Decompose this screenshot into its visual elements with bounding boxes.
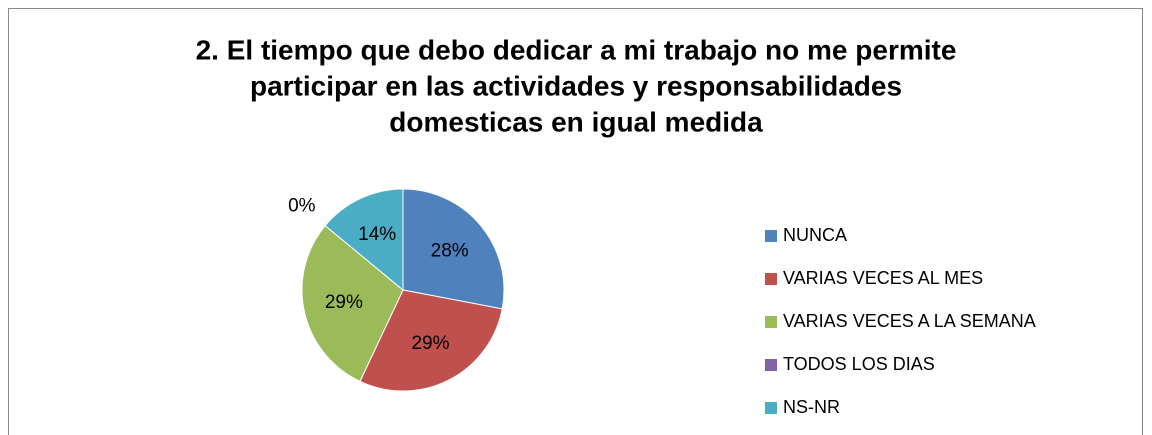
data-label: 28% [431,240,469,261]
legend-swatch [765,273,777,285]
pie-slice [402,188,505,310]
legend-label: NS-NR [783,397,840,417]
data-label: 0% [288,195,316,216]
legend-label: NUNCA [783,225,847,245]
chart-frame [8,8,1143,435]
legend-label: TODOS LOS DIAS [783,354,935,374]
data-label: 29% [411,333,449,354]
pie-slice [324,188,404,292]
chart-title: domesticas en igual medida [389,106,763,137]
legend-label: VARIAS VECES AL MES [783,268,983,288]
chart-title: 2. El tiempo que debo dedicar a mi traba… [196,34,957,65]
pie-slice [359,289,503,392]
pie-slice [301,224,404,383]
legend-label: VARIAS VECES A LA SEMANA [783,311,1036,331]
legend-swatch [765,359,777,371]
data-label: 29% [325,292,363,313]
legend-swatch [765,402,777,414]
chart-title: participar en las actividades y responsa… [250,70,902,101]
legend-swatch [765,316,777,328]
data-label: 14% [358,224,396,245]
legend-swatch [765,230,777,242]
